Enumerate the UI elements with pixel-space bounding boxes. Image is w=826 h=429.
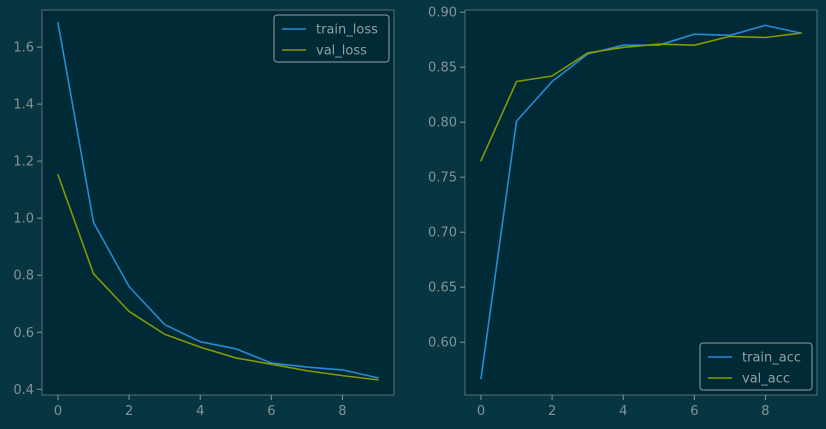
x-tick-label: 8 — [761, 404, 769, 419]
x-tick-label: 8 — [338, 404, 346, 419]
y-tick-label: 1.6 — [13, 41, 34, 56]
legend-label: val_loss — [316, 44, 367, 59]
series-line-train-loss — [57, 22, 379, 379]
y-tick-label: 0.85 — [428, 61, 457, 76]
legend: train_loss val_loss — [273, 14, 390, 63]
plot-area — [41, 9, 395, 396]
y-tick-label: 0.75 — [428, 171, 457, 186]
series-line-val-loss — [57, 174, 379, 381]
y-tick-label: 0.65 — [428, 281, 457, 296]
y-tick-label: 0.4 — [13, 383, 34, 398]
x-tick-label: 4 — [619, 404, 627, 419]
legend-label: train_loss — [316, 23, 378, 38]
x-tick-label: 6 — [267, 404, 275, 419]
y-tick-label: 1.2 — [13, 155, 34, 170]
legend-label: val_acc — [742, 372, 790, 387]
y-tick-label: 0.8 — [13, 269, 34, 284]
legend: train_acc val_acc — [699, 342, 813, 391]
y-tick-label: 0.70 — [428, 226, 457, 241]
x-tick-label: 4 — [196, 404, 204, 419]
y-tick-label: 0.80 — [428, 116, 457, 131]
legend-label: train_acc — [742, 351, 801, 366]
subplot-accuracy: 0 2 4 6 8 0.60 0.65 0.70 0.75 0.80 0.85 0.90 train_a… — [428, 6, 818, 419]
x-tick-label: 0 — [477, 404, 485, 419]
plot-area — [464, 9, 818, 396]
subplot-loss: 0 2 4 6 8 0.4 0.6 0.8 1.0 1.2 1.4 1.6 train_loss val_… — [13, 9, 395, 419]
y-tick-label: 0.6 — [13, 326, 34, 341]
x-tick-label: 2 — [548, 404, 556, 419]
y-tick-label: 1.4 — [13, 98, 34, 113]
y-tick-label: 1.0 — [13, 212, 34, 227]
x-tick-label: 0 — [54, 404, 62, 419]
x-tick-label: 6 — [690, 404, 698, 419]
series-line-val-acc — [480, 32, 802, 162]
x-tick-label: 2 — [125, 404, 133, 419]
y-tick-label: 0.60 — [428, 336, 457, 351]
y-tick-label: 0.90 — [428, 6, 457, 21]
